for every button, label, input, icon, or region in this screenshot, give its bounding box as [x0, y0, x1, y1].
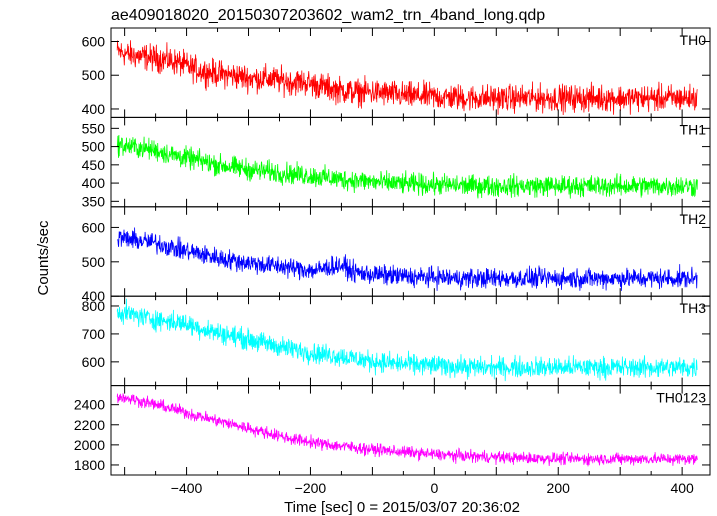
y-tick-label: 500: [82, 67, 106, 83]
y-tick-label: 700: [82, 326, 106, 342]
panel-label: TH2: [680, 211, 707, 227]
y-tick-label: 800: [82, 298, 106, 314]
panel-th3: 600 700 800 TH3: [82, 295, 711, 387]
y-tick-label: 2400: [74, 397, 105, 413]
y-tick-label: 350: [82, 193, 106, 209]
y-axis-label: Counts/sec: [35, 220, 52, 296]
panel-label: TH0123: [656, 390, 706, 406]
panel-frame: [110, 385, 711, 476]
y-tick-label: 600: [82, 354, 106, 370]
panel-th1: 350 400 450 500 550 TH1: [82, 116, 711, 209]
y-tick-label: 2200: [74, 417, 105, 433]
y-tick-label: 400: [82, 101, 106, 117]
y-tick-label: 600: [82, 33, 106, 49]
series-th0: [116, 40, 698, 116]
y-tick-label: 400: [82, 175, 106, 191]
x-tick-label: 200: [547, 480, 571, 496]
y-tick-label: 500: [82, 139, 106, 155]
series-th2: [116, 227, 698, 291]
y-tick-label: 450: [82, 157, 106, 173]
panel-label: TH1: [680, 121, 707, 137]
panel-th0: 400 500 600 TH0: [82, 27, 711, 118]
series-th0123: [116, 393, 698, 467]
y-tick-label: 2000: [74, 437, 105, 453]
chart-title: ae409018020_20150307203602_wam2_trn_4ban…: [111, 7, 545, 24]
x-tick-label: 0: [430, 480, 438, 496]
y-tick-label: 500: [82, 254, 106, 270]
y-tick-label: 600: [82, 219, 106, 235]
panel-th2: 400 500 600 TH2: [82, 206, 711, 304]
x-tick-label: 400: [670, 480, 694, 496]
y-tick-label: 550: [82, 120, 106, 136]
x-axis-label: Time [sec] 0 = 2015/03/07 20:36:02: [284, 499, 520, 516]
series-th3: [116, 298, 698, 382]
x-tick-label: −400: [171, 480, 203, 496]
x-tick-label: −200: [295, 480, 327, 496]
panel-label: TH0: [680, 32, 707, 48]
panel-th0123: 1800 2000 2200 2400 TH0123: [74, 385, 711, 476]
panel-label: TH3: [680, 300, 707, 316]
panels: 400 500 600 TH0 350 400 450 500 550 TH1 400 500 600 T…: [74, 27, 711, 496]
y-tick-label: 1800: [74, 457, 105, 473]
series-th1: [116, 134, 698, 199]
y-tick-label: 400: [82, 288, 106, 304]
